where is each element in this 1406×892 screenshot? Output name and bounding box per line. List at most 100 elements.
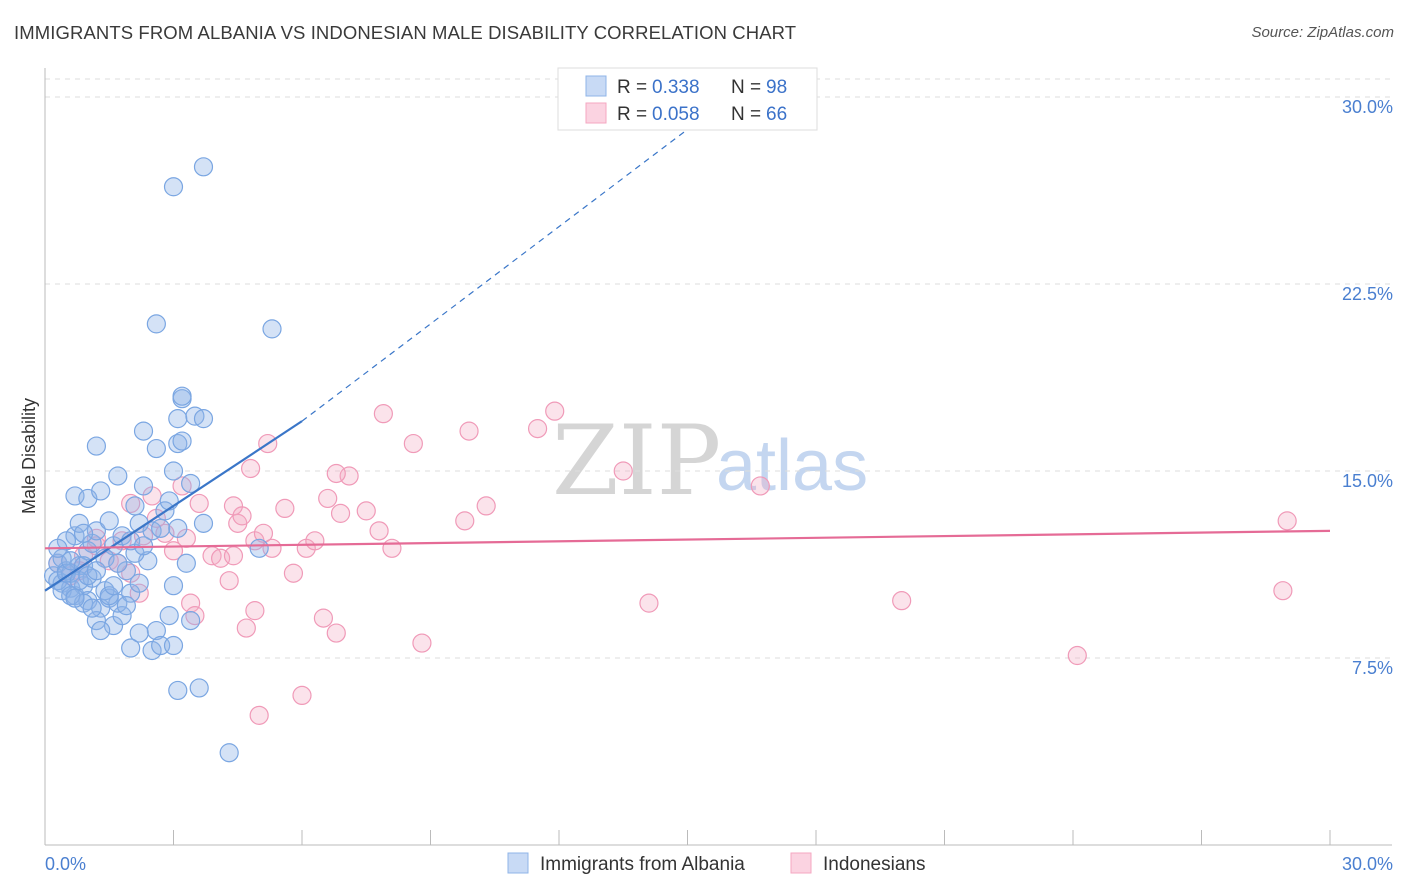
indonesians-point-64 — [223, 546, 244, 566]
indonesians-point-44 — [1277, 511, 1297, 531]
albania-point-44 — [172, 431, 192, 451]
indonesians-point-45 — [1273, 581, 1293, 601]
indonesians-point-46 — [892, 591, 912, 611]
albania-point-95 — [249, 538, 269, 558]
indonesians-point-18 — [232, 506, 252, 526]
indonesians-point-27 — [330, 503, 351, 523]
source-label: Source: ZipAtlas.com — [1251, 24, 1394, 41]
indonesians-point-54 — [236, 618, 256, 638]
albania-point-65 — [163, 635, 184, 656]
indonesians-point-15 — [219, 571, 239, 591]
albania-point-84 — [82, 598, 102, 618]
legend-n-label-1: N = — [731, 77, 761, 98]
albania-point-39 — [91, 481, 111, 501]
legend-r-label-1: R = — [617, 77, 647, 98]
albania-point-53 — [172, 386, 192, 406]
trend-lines — [44, 96, 1331, 592]
legend-swatch-pink — [585, 102, 607, 124]
series-legend: Immigrants from Albania Indonesians — [507, 852, 925, 875]
indonesians-point-36 — [373, 404, 393, 424]
albania-point-45 — [86, 436, 107, 456]
correlation-legend: R = 0.338 N = 98 R = 0.058 N = 66 — [557, 67, 818, 131]
indonesians-point-47 — [1067, 645, 1087, 666]
albania-point-48 — [168, 409, 188, 429]
albania-point-42 — [163, 461, 184, 481]
albania-point-26 — [129, 573, 149, 593]
albania-point-80 — [108, 553, 128, 573]
indonesians-point-35 — [326, 463, 346, 484]
gridlines — [45, 78, 1392, 659]
indonesians-point-50 — [326, 623, 346, 643]
albania-point-71 — [262, 319, 282, 339]
legend-n-value-2: 66 — [766, 104, 787, 125]
albania-point-69 — [219, 743, 239, 763]
albania-point-91 — [103, 576, 124, 596]
x-tick-label-min: 0.0% — [45, 854, 86, 874]
chart-title: IMMIGRANTS FROM ALBANIA VS INDONESIAN MA… — [14, 22, 797, 43]
albania-point-51 — [133, 421, 154, 441]
indonesians-point-30 — [369, 521, 389, 541]
albania-point-57 — [176, 553, 196, 573]
albania-point-58 — [163, 576, 184, 596]
indonesians-point-49 — [412, 633, 432, 653]
indonesians-point-39 — [476, 496, 496, 516]
albania-point-61 — [129, 623, 149, 643]
albania-point-47 — [181, 473, 201, 494]
indonesians-point-43 — [750, 476, 770, 496]
albania-point-67 — [168, 680, 188, 701]
albania-point-46 — [108, 466, 128, 486]
legend-r-value-2: 0.058 — [652, 104, 700, 125]
legend-r-label-2: R = — [617, 104, 647, 125]
albania-point-59 — [159, 606, 179, 626]
albania-trend-line — [44, 420, 303, 592]
y-tick-label-0: 7.5% — [1352, 658, 1393, 678]
albania-point-54 — [159, 491, 179, 511]
legend-indonesians-swatch — [790, 852, 812, 874]
indonesians-point-37 — [403, 433, 423, 454]
albania-point-55 — [168, 518, 188, 538]
indonesians-point-53 — [249, 705, 269, 725]
albania-point-79 — [99, 586, 119, 606]
albania-point-23 — [112, 606, 132, 626]
x-tick-label-max: 30.0% — [1342, 854, 1393, 874]
indonesians-point-42 — [613, 461, 633, 481]
albania-point-93 — [99, 511, 119, 531]
legend-n-value-1: 98 — [766, 77, 787, 98]
indonesians-point-33 — [241, 458, 261, 479]
legend-albania-label: Immigrants from Albania — [540, 854, 745, 875]
albania-point-40 — [133, 476, 154, 496]
albania-point-70 — [146, 314, 166, 334]
albania-point-83 — [91, 620, 111, 641]
indonesians-point-63 — [455, 511, 475, 531]
indonesians-point-25 — [305, 531, 325, 551]
indonesians-point-12 — [189, 493, 209, 514]
indonesians-point-51 — [313, 608, 334, 628]
albania-point-72 — [163, 177, 184, 197]
indonesians-point-48 — [639, 593, 659, 613]
y-axis-label: Male Disability — [19, 398, 39, 514]
albania-point-92 — [65, 588, 85, 608]
y-tick-label-3: 30.0% — [1342, 97, 1393, 117]
watermark-zip: ZIP — [552, 405, 721, 517]
indonesians-point-23 — [283, 563, 304, 583]
albania-trend-extension — [301, 96, 731, 422]
indonesians-point-38 — [459, 421, 479, 441]
albania-point-52 — [193, 409, 214, 429]
indonesians-point-26 — [318, 488, 338, 509]
y-tick-label-2: 22.5% — [1342, 284, 1393, 304]
albania-point-56 — [193, 513, 214, 533]
legend-indonesians-label: Indonesians — [823, 854, 925, 875]
y-tick-label-1: 15.0% — [1342, 471, 1393, 491]
indonesians-point-40 — [527, 419, 548, 439]
indonesians-point-31 — [382, 538, 402, 558]
legend-albania-swatch — [507, 852, 529, 874]
x-ticks — [44, 830, 1331, 845]
albania-point-34 — [151, 518, 171, 538]
albania-point-90 — [86, 561, 107, 581]
albania-point-35 — [125, 496, 145, 516]
legend-swatch-blue — [585, 75, 607, 97]
albania-point-68 — [189, 678, 209, 698]
albania-point-41 — [146, 438, 166, 459]
albania-point-75 — [61, 551, 81, 571]
